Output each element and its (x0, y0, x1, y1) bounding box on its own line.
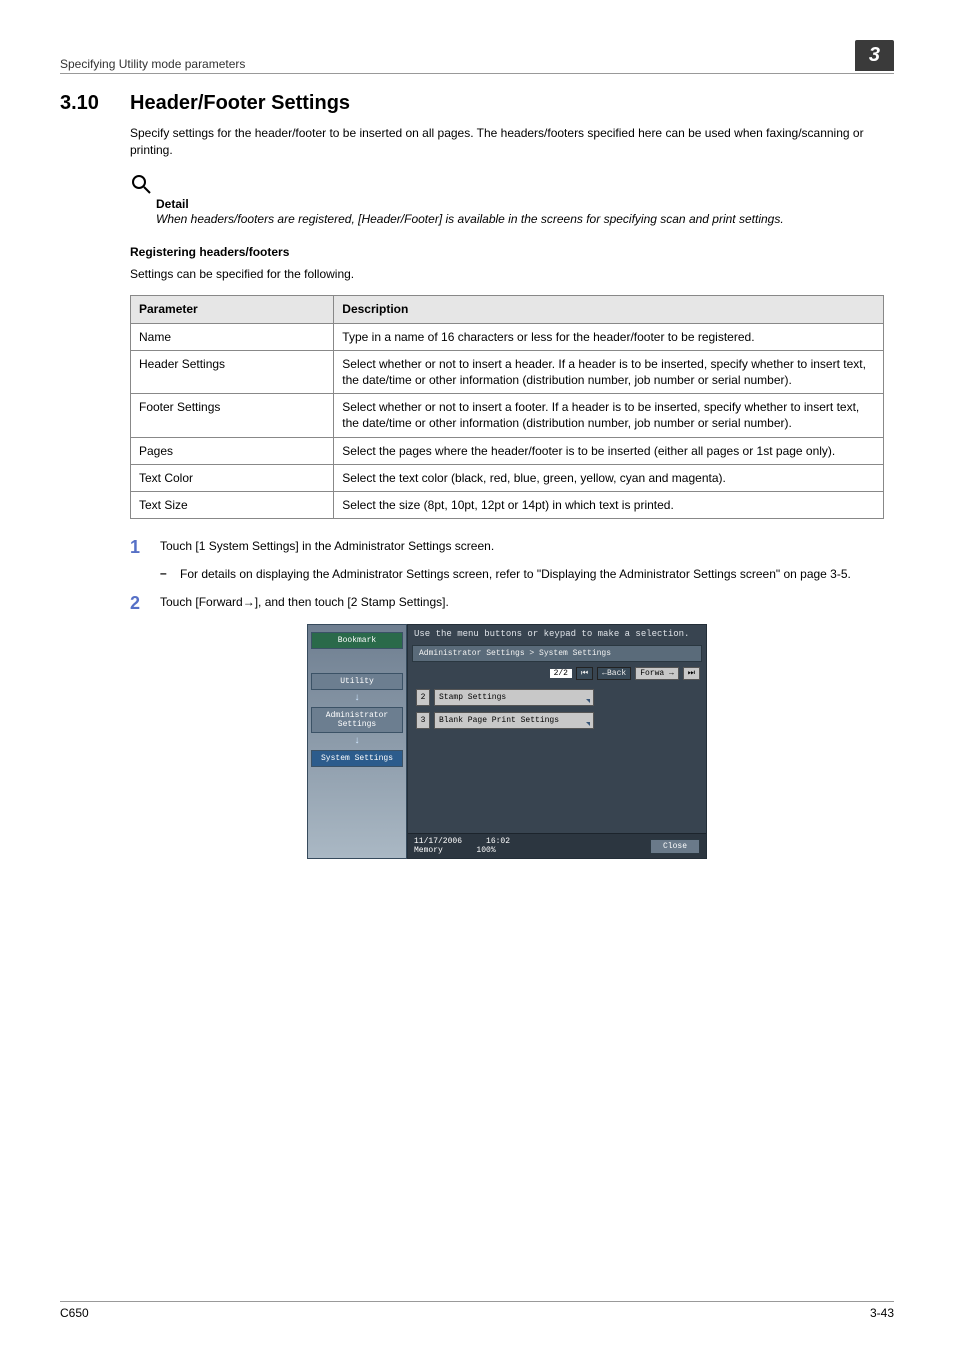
status-date: 11/17/2006 (414, 837, 462, 846)
pager-forward-button[interactable]: Forwa → (635, 667, 679, 680)
screenshot-main: Use the menu buttons or keypad to make a… (407, 624, 707, 859)
status-left: 11/17/2006 16:02 Memory 100% (414, 837, 510, 855)
pager-first-button[interactable]: ⏮ (576, 667, 593, 680)
table-row: Text SizeSelect the size (8pt, 10pt, 12p… (131, 491, 884, 518)
footer-model: C650 (60, 1306, 89, 1320)
section-title: 3.10 Header/Footer Settings (60, 92, 894, 115)
step-text: Touch [1 System Settings] in the Adminis… (160, 537, 884, 558)
subtext: Settings can be specified for the follow… (130, 267, 884, 281)
detail-label: Detail (156, 197, 884, 211)
section-heading: Header/Footer Settings (130, 92, 350, 115)
table-row: PagesSelect the pages where the header/f… (131, 437, 884, 464)
table-row: Header SettingsSelect whether or not to … (131, 350, 884, 393)
page-header: Specifying Utility mode parameters 3 (60, 40, 894, 74)
embedded-screenshot: Bookmark Utility ↓ Administrator Setting… (307, 624, 707, 859)
screenshot-options: 2 Stamp Settings 3 Blank Page Print Sett… (408, 683, 706, 833)
bullet-text: For details on displaying the Administra… (180, 566, 884, 583)
option-number[interactable]: 2 (416, 689, 430, 706)
page-indicator: 2/2 (550, 669, 572, 678)
option-number[interactable]: 3 (416, 712, 430, 729)
status-memory-value: 100% (476, 846, 495, 855)
bookmark-button[interactable]: Bookmark (311, 632, 403, 649)
table-header: Description (334, 296, 884, 323)
stamp-settings-button[interactable]: Stamp Settings (434, 689, 594, 706)
status-memory-label: Memory (414, 846, 443, 855)
detail-block: Detail When headers/footers are register… (130, 173, 884, 228)
step-1: 1 Touch [1 System Settings] in the Admin… (130, 537, 884, 558)
step-number: 2 (130, 593, 160, 614)
screenshot-pager: 2/2 ⏮ ←Back Forwa → ⏭ (408, 664, 706, 683)
table-row: NameType in a name of 16 characters or l… (131, 323, 884, 350)
utility-button[interactable]: Utility (311, 673, 403, 690)
table-row: Footer SettingsSelect whether or not to … (131, 394, 884, 437)
down-arrow-icon: ↓ (311, 736, 403, 747)
table-row: Text ColorSelect the text color (black, … (131, 464, 884, 491)
pager-last-button[interactable]: ⏭ (683, 667, 700, 680)
footer-page: 3-43 (870, 1306, 894, 1320)
step-text: Touch [Forward→], and then touch [2 Stam… (160, 593, 884, 614)
option-row: 3 Blank Page Print Settings (416, 712, 698, 729)
breadcrumb: Administrator Settings > System Settings (412, 645, 702, 662)
screenshot-instruction: Use the menu buttons or keypad to make a… (408, 625, 706, 643)
section-number: 3.10 (60, 92, 130, 115)
down-arrow-icon: ↓ (311, 693, 403, 704)
status-time: 16:02 (486, 837, 510, 846)
pager-back-button[interactable]: ←Back (597, 667, 631, 680)
page-footer: C650 3-43 (60, 1301, 894, 1320)
system-settings-button[interactable]: System Settings (311, 750, 403, 767)
step-number: 1 (130, 537, 160, 558)
detail-text: When headers/footers are registered, [He… (156, 211, 884, 228)
step-1-bullet: – For details on displaying the Administ… (160, 566, 884, 583)
header-chapter-badge: 3 (855, 40, 894, 71)
parameter-table: Parameter Description NameType in a name… (130, 295, 884, 519)
dash-icon: – (160, 566, 180, 583)
intro-text: Specify settings for the header/footer t… (130, 125, 884, 159)
header-left: Specifying Utility mode parameters (60, 57, 245, 71)
admin-settings-button[interactable]: Administrator Settings (311, 707, 403, 733)
step-2: 2 Touch [Forward→], and then touch [2 St… (130, 593, 884, 614)
screenshot-sidebar: Bookmark Utility ↓ Administrator Setting… (307, 624, 407, 859)
close-button[interactable]: Close (650, 839, 700, 854)
option-row: 2 Stamp Settings (416, 689, 698, 706)
subheading: Registering headers/footers (130, 245, 884, 259)
table-header: Parameter (131, 296, 334, 323)
blank-page-print-button[interactable]: Blank Page Print Settings (434, 712, 594, 729)
screenshot-statusbar: 11/17/2006 16:02 Memory 100% Close (408, 833, 706, 858)
